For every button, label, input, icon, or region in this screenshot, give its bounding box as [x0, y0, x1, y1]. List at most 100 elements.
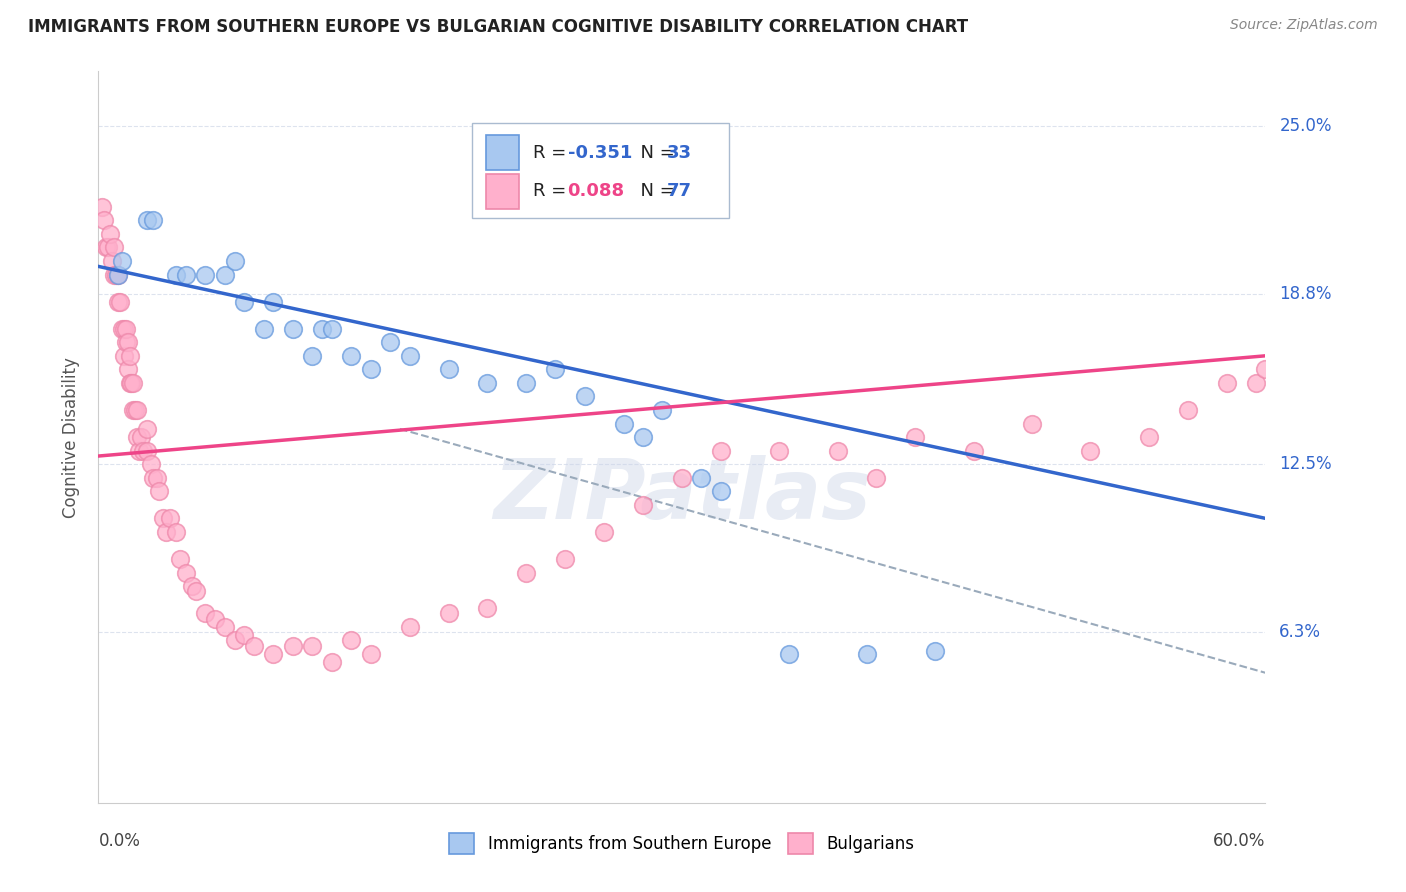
Point: [111, 322, 134, 336]
FancyBboxPatch shape: [486, 174, 519, 209]
Legend: Immigrants from Southern Europe, Bulgarians: Immigrants from Southern Europe, Bulgari…: [443, 827, 921, 860]
Text: 12.5%: 12.5%: [1279, 455, 1331, 473]
Point: [111, 254, 134, 268]
Point: [93, 213, 115, 227]
Point: [301, 349, 323, 363]
Point: [136, 422, 159, 436]
Point: [117, 335, 139, 350]
Point: [107, 268, 129, 282]
Point: [132, 443, 155, 458]
Point: [243, 639, 266, 653]
Point: [139, 457, 162, 471]
Point: [233, 294, 256, 309]
FancyBboxPatch shape: [486, 135, 519, 170]
Text: ZIPatlas: ZIPatlas: [494, 455, 870, 536]
Point: [477, 376, 499, 390]
Point: [118, 376, 141, 390]
Point: [855, 647, 877, 661]
Point: [515, 566, 537, 580]
Point: [1254, 362, 1277, 376]
Point: [136, 213, 159, 227]
Point: [127, 430, 149, 444]
Text: R =: R =: [533, 182, 571, 201]
Text: N =: N =: [630, 182, 681, 201]
Point: [184, 584, 207, 599]
Point: [311, 322, 333, 336]
Point: [107, 294, 129, 309]
Point: [710, 484, 733, 499]
Point: [103, 268, 125, 282]
Point: [253, 322, 276, 336]
Point: [174, 268, 197, 282]
Point: [142, 471, 165, 485]
Point: [194, 268, 217, 282]
Point: [1244, 376, 1267, 390]
Point: [114, 335, 136, 350]
Y-axis label: Cognitive Disability: Cognitive Disability: [62, 357, 80, 517]
Point: [214, 620, 236, 634]
Point: [142, 213, 165, 227]
Point: [477, 600, 499, 615]
Point: [778, 647, 800, 661]
Point: [146, 471, 169, 485]
Point: [108, 294, 131, 309]
Point: [651, 403, 673, 417]
Point: [398, 349, 420, 363]
Point: [112, 322, 135, 336]
Point: [554, 552, 576, 566]
Text: Source: ZipAtlas.com: Source: ZipAtlas.com: [1230, 18, 1378, 32]
Point: [544, 362, 567, 376]
Point: [710, 443, 733, 458]
Point: [1137, 430, 1160, 444]
Point: [340, 633, 363, 648]
Point: [380, 335, 402, 350]
Point: [128, 443, 150, 458]
Point: [159, 511, 181, 525]
Point: [904, 430, 927, 444]
Point: [360, 647, 382, 661]
Point: [101, 254, 124, 268]
Point: [124, 403, 146, 417]
Text: 6.3%: 6.3%: [1279, 624, 1322, 641]
Point: [107, 268, 129, 282]
Point: [224, 254, 246, 268]
Point: [865, 471, 887, 485]
Point: [174, 566, 197, 580]
Text: 25.0%: 25.0%: [1279, 117, 1331, 135]
Text: 33: 33: [666, 144, 692, 161]
Point: [155, 524, 177, 539]
Point: [1177, 403, 1199, 417]
Text: 0.0%: 0.0%: [98, 832, 141, 850]
Point: [827, 443, 849, 458]
Point: [262, 294, 284, 309]
Point: [114, 322, 136, 336]
Point: [112, 349, 135, 363]
Point: [129, 430, 152, 444]
Text: N =: N =: [630, 144, 681, 161]
Point: [671, 471, 693, 485]
Text: 18.8%: 18.8%: [1279, 285, 1331, 302]
Point: [613, 417, 636, 431]
Text: R =: R =: [533, 144, 571, 161]
Point: [233, 628, 256, 642]
Point: [437, 606, 460, 620]
Point: [1080, 443, 1102, 458]
Point: [104, 268, 127, 282]
Point: [127, 403, 149, 417]
Point: [321, 322, 343, 336]
Text: IMMIGRANTS FROM SOUTHERN EUROPE VS BULGARIAN COGNITIVE DISABILITY CORRELATION CH: IMMIGRANTS FROM SOUTHERN EUROPE VS BULGA…: [28, 18, 969, 36]
Point: [122, 403, 145, 417]
Point: [340, 349, 363, 363]
Point: [360, 362, 382, 376]
Point: [148, 484, 170, 499]
Point: [165, 524, 187, 539]
Text: 60.0%: 60.0%: [1213, 832, 1265, 850]
Point: [194, 606, 217, 620]
Point: [136, 443, 159, 458]
Point: [224, 633, 246, 648]
Point: [574, 389, 596, 403]
Point: [631, 498, 654, 512]
Point: [214, 268, 236, 282]
Point: [121, 376, 143, 390]
Point: [398, 620, 420, 634]
